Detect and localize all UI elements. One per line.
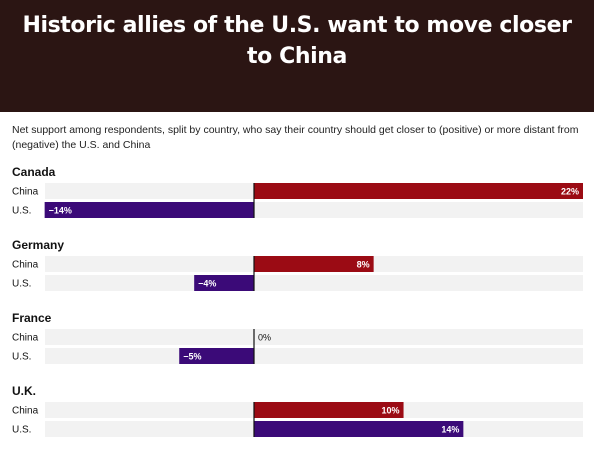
value-label-uk-us: 14%: [441, 425, 459, 435]
row-label-us: U.S.: [12, 425, 31, 436]
value-label-uk-china: 10%: [382, 406, 400, 416]
row-label-us: U.S.: [12, 206, 31, 217]
row-label-china: China: [12, 406, 39, 417]
group-title-uk: U.K.: [12, 384, 36, 398]
bar-germany-us: [194, 275, 254, 291]
value-label-germany-us: −4%: [198, 279, 216, 289]
bar-uk-us: [254, 421, 464, 437]
bar-uk-china: [254, 402, 404, 418]
bar-canada-china: [254, 183, 583, 199]
chart-subtitle: Net support among respondents, split by …: [12, 124, 579, 151]
row-label-china: China: [12, 333, 39, 344]
value-label-canada-china: 22%: [561, 187, 579, 197]
value-label-france-china: 0%: [258, 333, 271, 343]
value-label-canada-us: −14%: [49, 206, 72, 216]
bar-canada-us: [44, 202, 254, 218]
group-title-canada: Canada: [12, 165, 56, 179]
bar-track: [45, 275, 583, 291]
row-label-us: U.S.: [12, 352, 31, 363]
row-label-china: China: [12, 260, 39, 271]
bar-france-us: [179, 348, 254, 364]
value-label-france-us: −5%: [183, 352, 201, 362]
chart-title: Historic allies of the U.S. want to move…: [22, 13, 572, 69]
row-label-china: China: [12, 187, 39, 198]
bar-track: [45, 348, 583, 364]
group-title-france: France: [12, 311, 52, 325]
bar-germany-china: [254, 256, 374, 272]
group-title-germany: Germany: [12, 238, 64, 252]
value-label-germany-china: 8%: [357, 260, 370, 270]
row-label-us: U.S.: [12, 279, 31, 290]
bar-track: [45, 329, 583, 345]
header-banner: Historic allies of the U.S. want to move…: [0, 0, 594, 112]
